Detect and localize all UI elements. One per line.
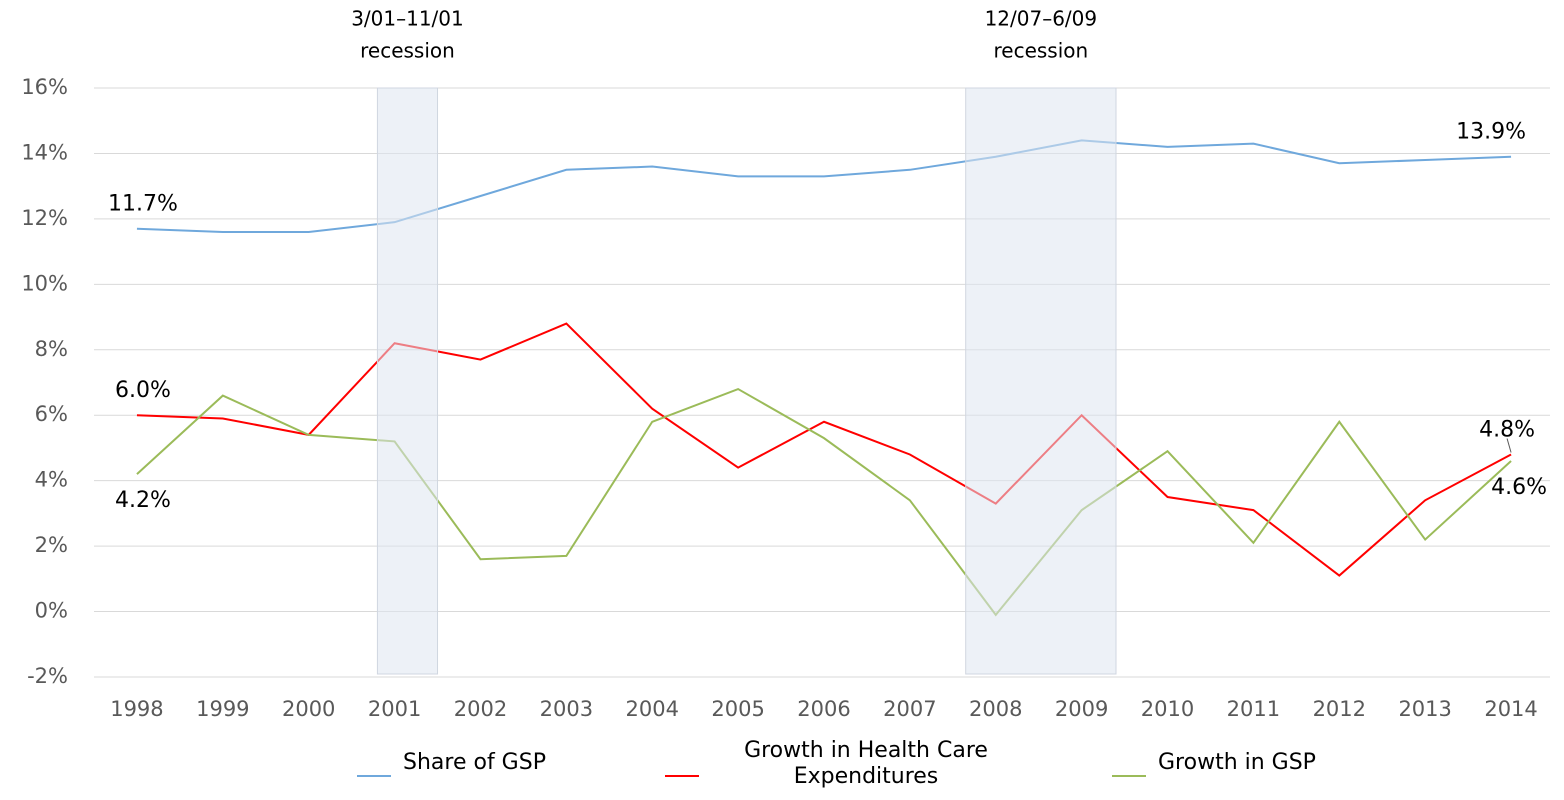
y-tick-label: 16%	[21, 75, 68, 99]
legend: Share of GSP Growth in Health Care Expend…	[0, 738, 1564, 800]
legend-swatch	[357, 775, 391, 777]
x-tick-label: 2005	[711, 697, 764, 721]
y-tick-label: 8%	[35, 337, 68, 361]
x-tick-label: 2011	[1227, 697, 1280, 721]
legend-label: Share of GSP	[403, 750, 546, 775]
x-tick-label: 2007	[883, 697, 936, 721]
recession-label: 3/01–11/01	[351, 7, 464, 31]
series-line	[136, 387, 1512, 617]
x-tick-label: 1998	[110, 697, 163, 721]
y-tick-label: 14%	[21, 140, 68, 164]
x-tick-label: 2003	[540, 697, 593, 721]
series-line	[136, 322, 1512, 577]
legend-item: Growth in GSP	[1112, 750, 1316, 777]
recession-band	[376, 87, 439, 675]
y-tick-label: 4%	[35, 468, 68, 492]
legend-item: Share of GSP	[357, 750, 546, 777]
legend-swatch	[1112, 775, 1146, 777]
data-label: 11.7%	[108, 192, 178, 217]
legend-label: Growth in GSP	[1158, 750, 1316, 775]
plot: -2% 0% 2% 4% 6% 8% 10% 12% 14% 16% 1998 1999 2000 200…	[21, 7, 1550, 721]
data-label: 4.8%	[1479, 417, 1535, 442]
x-tick-label: 2008	[969, 697, 1022, 721]
y-tick-label: 0%	[35, 599, 68, 623]
y-tick-label: 6%	[35, 402, 68, 426]
data-label: 13.9%	[1456, 120, 1526, 145]
x-tick-label: 1999	[196, 697, 249, 721]
data-label: 4.6%	[1491, 475, 1547, 500]
recession-band	[965, 87, 1117, 675]
data-label: 6.0%	[115, 378, 171, 403]
leader-line	[1506, 438, 1512, 453]
x-tick-label: 2010	[1141, 697, 1194, 721]
x-tick-label: 2000	[282, 697, 335, 721]
recession-label: 12/07–6/09	[985, 7, 1098, 31]
x-tick-label: 2002	[454, 697, 507, 721]
y-tick-label: -2%	[27, 664, 68, 688]
x-tick-label: 2012	[1313, 697, 1366, 721]
legend-item: Growth in Health Care Expenditures	[665, 738, 1021, 790]
legend-swatch	[665, 775, 699, 777]
y-tick-label: 12%	[21, 206, 68, 230]
legend-label: Growth in Health Care Expenditures	[744, 738, 988, 789]
recession-label: recession	[360, 39, 455, 63]
x-tick-label: 2009	[1055, 697, 1108, 721]
x-tick-label: 2013	[1398, 697, 1451, 721]
data-label: 4.2%	[115, 488, 171, 513]
x-tick-label: 2004	[626, 697, 679, 721]
x-tick-label: 2014	[1484, 697, 1537, 721]
y-tick-label: 10%	[21, 271, 68, 295]
recession-label: recession	[994, 39, 1089, 63]
y-tick-label: 2%	[35, 533, 68, 557]
x-tick-label: 2006	[797, 697, 850, 721]
x-tick-label: 2001	[368, 697, 421, 721]
series-line	[136, 139, 1512, 233]
